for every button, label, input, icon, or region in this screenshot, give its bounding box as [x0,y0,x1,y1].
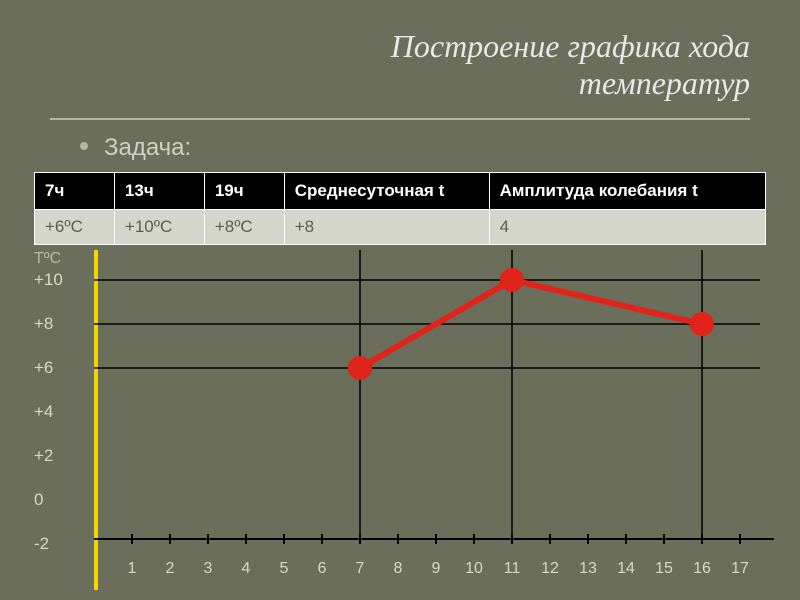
x-tick-label: 2 [166,560,175,578]
plot-svg [94,250,774,550]
bullet-icon [80,142,88,150]
table-header-row: 7ч13ч19чСреднесуточная tАмплитуда колеба… [35,172,766,209]
table-cell: +8 [284,209,489,244]
x-axis-labels: 1234567891011121314151617 [94,560,774,584]
y-tick-label: +6 [34,358,89,378]
y-tick-label: +2 [34,446,89,466]
x-tick-label: 13 [579,560,597,578]
table-header: Среднесуточная t [284,172,489,209]
slide-title: Построение графика хода температур [0,0,800,112]
title-line2: температур [579,65,750,101]
x-tick-label: 12 [541,560,559,578]
x-tick-label: 16 [693,560,711,578]
y-tick-label: -2 [34,534,89,554]
table-header: Амплитуда колебания t [489,172,765,209]
table-header: 19ч [204,172,284,209]
table-cell: +8ºС [204,209,284,244]
subtitle-row: Задача: [0,120,800,168]
x-tick-label: 4 [242,560,251,578]
y-tick-label: 0 [34,490,89,510]
y-tick-label: +8 [34,314,89,334]
table-cell: 4 [489,209,765,244]
y-axis-title: ТºС [34,250,61,268]
x-tick-label: 5 [280,560,289,578]
x-tick-label: 3 [204,560,213,578]
data-point [500,268,524,292]
table-header: 7ч [35,172,115,209]
data-point [690,312,714,336]
y-tick-label: +10 [34,270,89,290]
subtitle-text: Задача: [104,134,191,161]
y-tick-label: +4 [34,402,89,422]
data-point [348,356,372,380]
x-tick-label: 14 [617,560,635,578]
x-tick-label: 8 [394,560,403,578]
x-tick-label: 1 [128,560,137,578]
x-tick-label: 15 [655,560,673,578]
x-tick-label: 10 [465,560,483,578]
table-header: 13ч [114,172,204,209]
title-line1: Построение графика хода [391,28,750,64]
x-tick-label: 17 [731,560,749,578]
x-tick-label: 11 [504,560,521,578]
x-tick-label: 7 [356,560,365,578]
table-row: +6ºС+10ºС+8ºС+84 [35,209,766,244]
table-cell: +10ºС [114,209,204,244]
x-tick-label: 6 [318,560,327,578]
x-tick-label: 9 [432,560,441,578]
data-table: 7ч13ч19чСреднесуточная tАмплитуда колеба… [34,172,766,245]
table-cell: +6ºС [35,209,115,244]
chart: ТºС +10+8+6+4+20-2 123456789101112131415… [34,250,774,590]
